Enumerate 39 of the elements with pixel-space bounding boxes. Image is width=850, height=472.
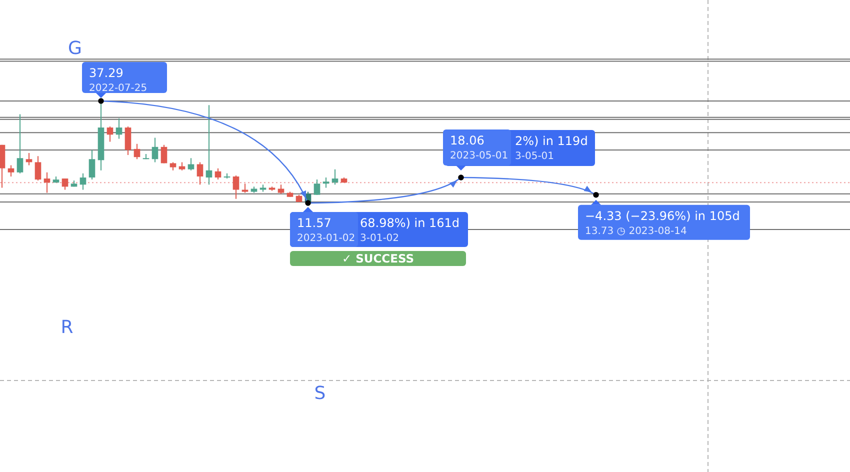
text: ✓ SUCCESS <box>342 252 414 266</box>
candlestick <box>242 183 248 194</box>
candlestick <box>232 174 240 200</box>
candlestick <box>214 168 222 180</box>
candlestick <box>332 168 338 186</box>
point <box>98 98 104 104</box>
candlestick <box>80 172 86 190</box>
candlestick <box>160 144 168 164</box>
point <box>305 200 311 206</box>
candlestick <box>278 184 284 194</box>
candlestick <box>26 152 32 166</box>
candlestick <box>206 104 212 186</box>
candlestick <box>88 149 96 180</box>
candlestick <box>34 156 42 182</box>
candlestick <box>62 178 68 190</box>
candlestick <box>116 118 122 140</box>
candlestick <box>152 137 158 163</box>
text: R <box>60 317 74 338</box>
candlestick <box>314 179 320 196</box>
candlestick <box>106 126 114 142</box>
candlestick <box>188 158 194 171</box>
text: G <box>68 38 82 59</box>
candlestick <box>44 172 50 194</box>
point <box>593 192 599 198</box>
text: 68.98%) in 161d 3-01-02 <box>360 216 460 244</box>
candlestick <box>16 114 24 174</box>
text: 11.57 2023-01-02 <box>297 216 356 244</box>
annotation: 2%) in 119d 3-05-01 <box>515 134 588 162</box>
candlestick <box>134 143 140 160</box>
text: −4.33 (−23.96%) in 105d 13.73 ◷ 2023-08-14 <box>585 208 740 237</box>
annotation: 18.06 2023-05-01 <box>450 134 508 162</box>
point <box>458 174 464 180</box>
text: S <box>314 383 326 404</box>
candlestick <box>124 126 132 156</box>
candlestick <box>8 164 14 177</box>
candlestick <box>322 177 330 188</box>
candlestick <box>196 162 204 186</box>
text: 37.29 2022-07-25 <box>89 66 148 94</box>
candlestick <box>0 144 6 188</box>
